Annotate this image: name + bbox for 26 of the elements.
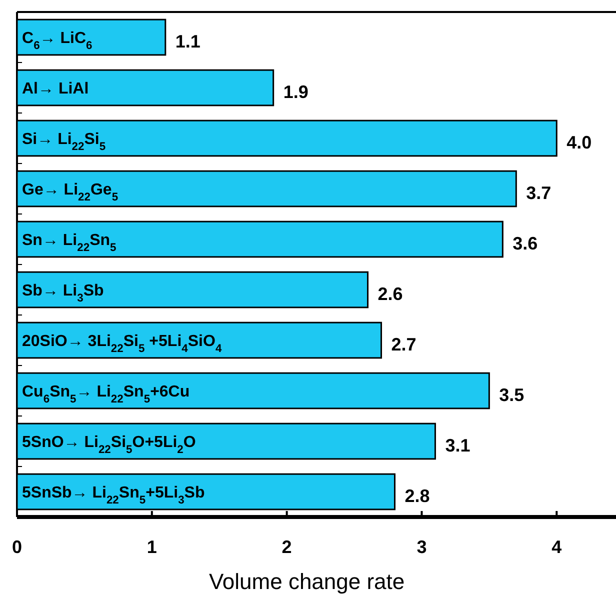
x-tick-label: 2 <box>282 537 292 557</box>
data-label: 2.6 <box>378 284 403 304</box>
y-tick-label: Al→ LiAl <box>22 80 89 98</box>
x-axis-title: Volume change rate <box>208 569 405 594</box>
x-tick-label: 4 <box>552 537 562 557</box>
x-tick-label: 0 <box>12 537 22 557</box>
y-tick-label: 5SnSb→ Li$_{22}$Sn$_{5}$+5Li$_{3}$Sb <box>22 484 205 506</box>
y-tick-label: Ge→ Li$_{22}$Ge$_{5}$ <box>22 181 118 204</box>
y-tick-label: 5SnO→ Li$_{22}$Si$_{5}$O+5Li$_{2}$O <box>22 434 196 456</box>
data-label: 3.6 <box>512 234 538 254</box>
data-label: 2.8 <box>404 486 430 506</box>
x-tick-label: 1 <box>146 537 157 557</box>
y-tick-label: Si→ Li$_{22}$Si$_{5}$ <box>22 130 106 153</box>
data-label: 3.5 <box>499 385 524 406</box>
data-label: 2.7 <box>391 334 416 355</box>
category-label: Cu$_{6}$Sn$_{5}$→ Li$_{22}$Sn$_{5}$+6Cu <box>22 383 190 406</box>
data-label: 1.9 <box>283 82 308 102</box>
y-tick-label: 20SiO→ 3Li$_{22}$Si$_{5}$ +5Li$_{4}$SiO$_{4}$ <box>22 332 222 355</box>
x-tick-label: 3 <box>416 537 427 557</box>
data-label: 4.0 <box>566 132 592 153</box>
data-label: 3.7 <box>526 183 552 204</box>
y-tick-label: Sb→ Li$_{3}$Sb <box>22 282 104 304</box>
data-label: 1.1 <box>175 32 200 52</box>
y-tick-label: Sn→ Li$_{22}$Sn$_{5}$ <box>22 232 116 254</box>
data-label: 3.1 <box>445 436 470 456</box>
y-tick-label: C$_{6}$→ LiC$_{6}$ <box>22 30 92 52</box>
